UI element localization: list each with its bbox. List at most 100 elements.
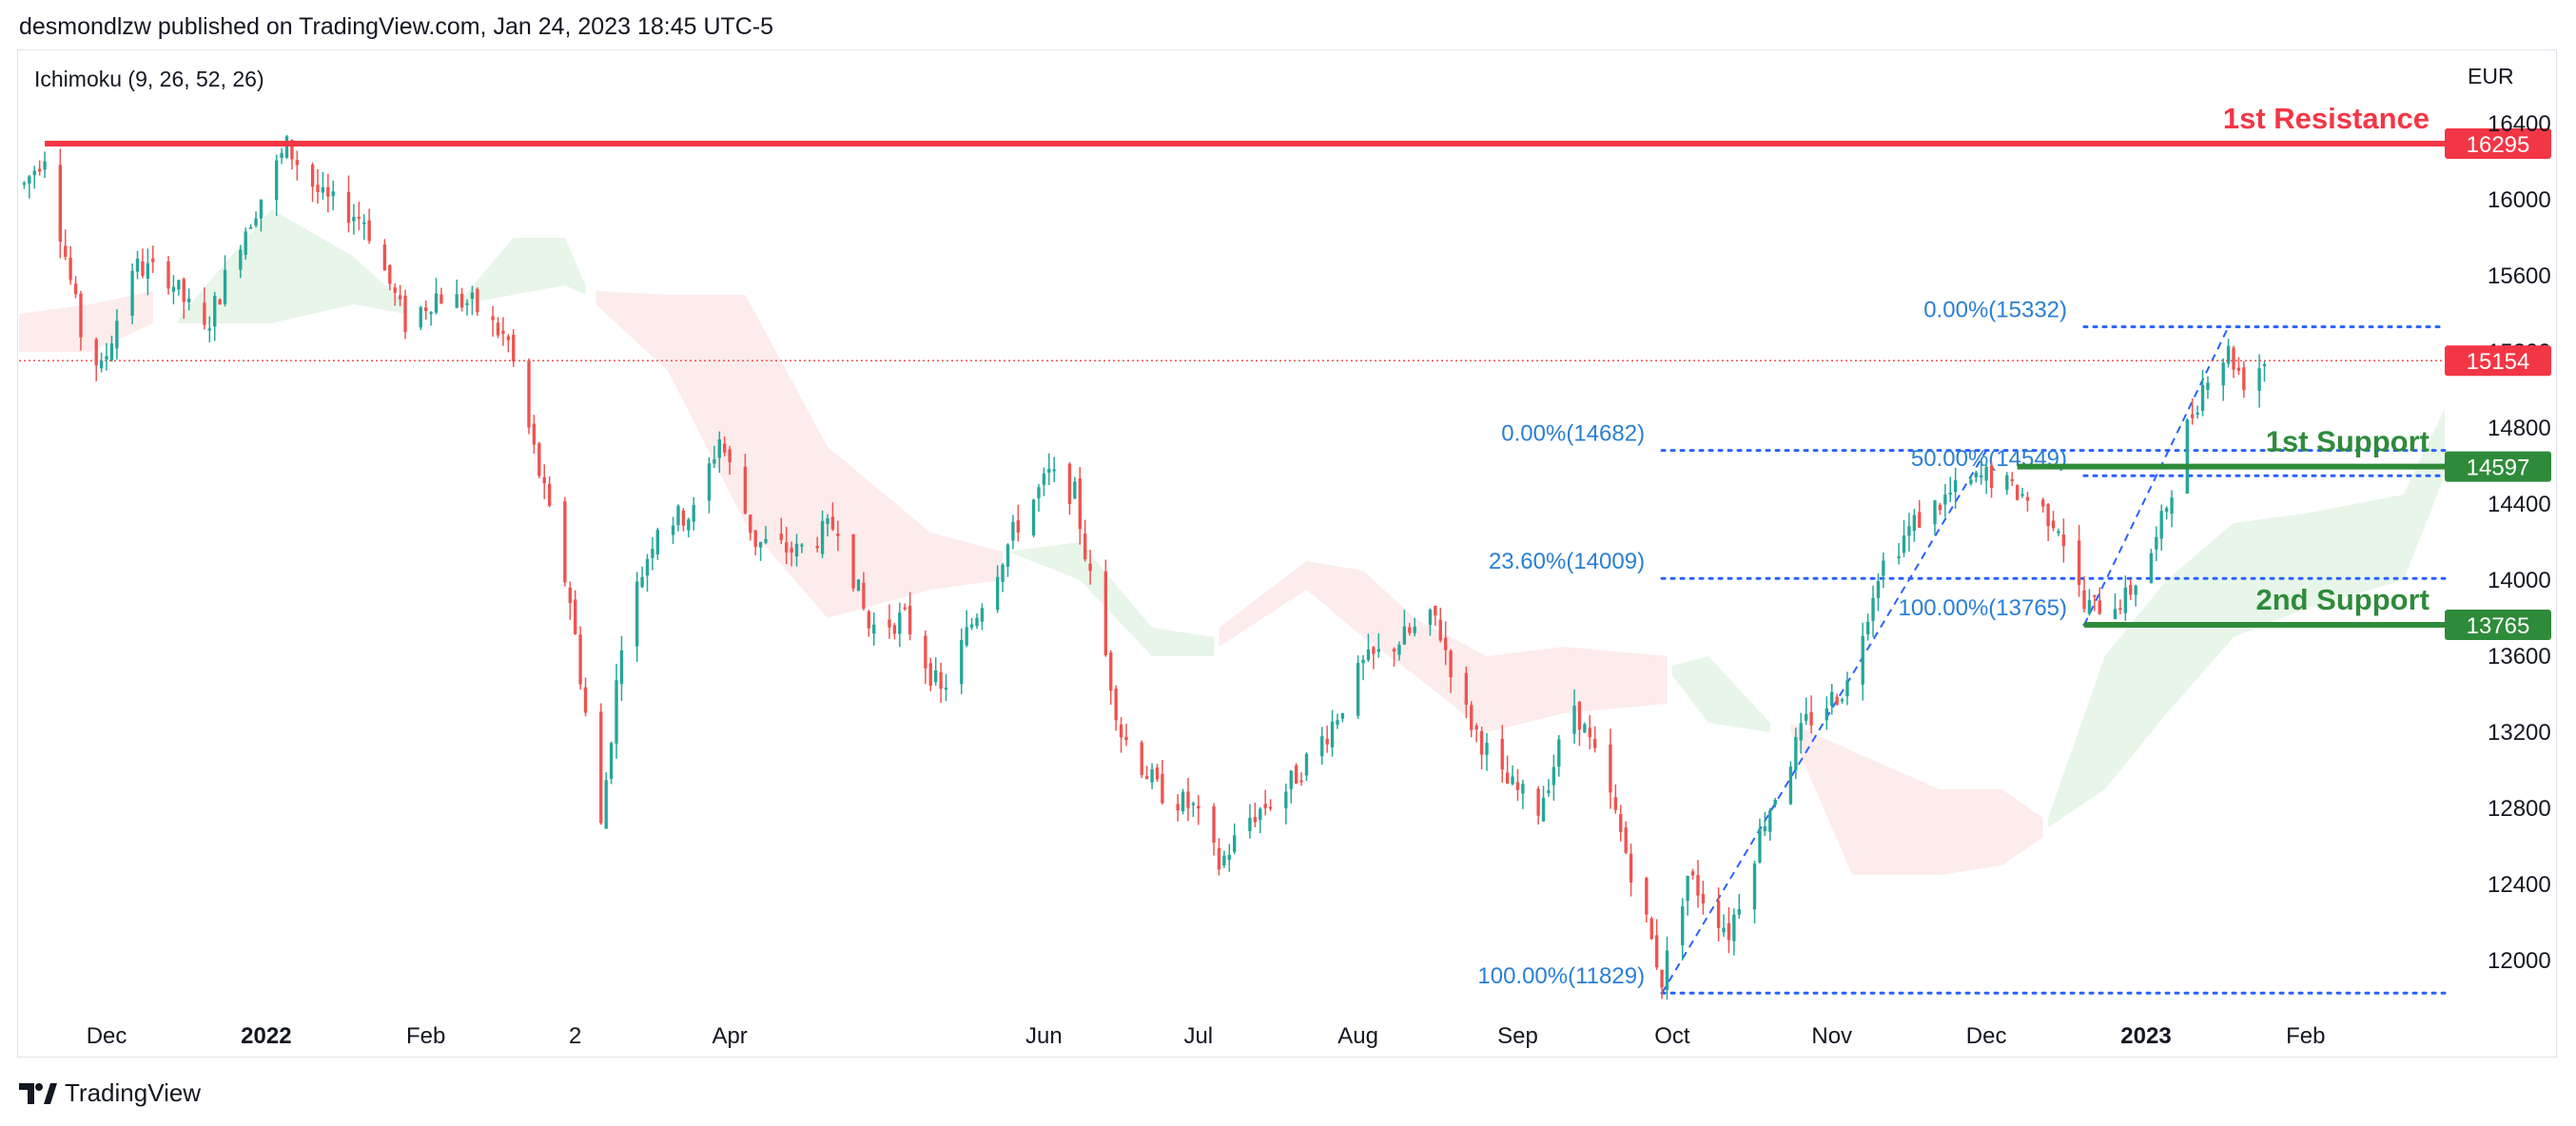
candle[interactable] <box>1752 860 1757 924</box>
candle[interactable] <box>681 508 686 532</box>
candle[interactable] <box>1078 467 1082 545</box>
candle[interactable] <box>2200 369 2205 417</box>
candle[interactable] <box>2123 575 2128 621</box>
candle[interactable] <box>2005 472 2009 495</box>
candle[interactable] <box>2226 339 2231 368</box>
candle[interactable] <box>2221 358 2225 401</box>
candle[interactable] <box>1088 550 1092 585</box>
candle[interactable] <box>1176 794 1180 822</box>
candle[interactable] <box>496 317 500 339</box>
candle[interactable] <box>975 613 979 630</box>
candle[interactable] <box>310 162 315 203</box>
candle[interactable] <box>1613 784 1618 814</box>
candle[interactable] <box>1114 685 1118 731</box>
candle[interactable] <box>635 572 639 663</box>
candle[interactable] <box>1804 697 1808 726</box>
candle[interactable] <box>888 604 891 639</box>
candle[interactable] <box>1794 728 1798 780</box>
candle[interactable] <box>723 437 727 456</box>
candle[interactable] <box>259 199 263 232</box>
candle[interactable] <box>836 520 840 552</box>
candle[interactable] <box>28 174 31 199</box>
candle[interactable] <box>1809 695 1813 734</box>
candle[interactable] <box>1259 806 1262 834</box>
candle[interactable] <box>321 171 325 201</box>
candle[interactable] <box>1464 666 1469 719</box>
candle[interactable] <box>1980 460 1983 485</box>
candle[interactable] <box>1696 860 1700 908</box>
candle[interactable] <box>1336 713 1339 729</box>
candle[interactable] <box>2113 592 2117 620</box>
candle[interactable] <box>995 565 1000 613</box>
candle[interactable] <box>275 154 279 217</box>
candle[interactable] <box>1372 646 1376 670</box>
candle[interactable] <box>1974 470 1979 483</box>
candle[interactable] <box>326 173 330 213</box>
candle[interactable] <box>1479 727 1484 770</box>
candle[interactable] <box>1557 734 1561 777</box>
candle[interactable] <box>94 338 98 381</box>
candle[interactable] <box>2155 526 2158 561</box>
candle[interactable] <box>331 180 335 211</box>
candle[interactable] <box>1593 726 1597 753</box>
candle[interactable] <box>903 603 907 612</box>
candle[interactable] <box>867 610 870 637</box>
candle[interactable] <box>1397 641 1401 661</box>
candle[interactable] <box>182 277 185 320</box>
candle[interactable] <box>1047 453 1051 485</box>
candle[interactable] <box>130 263 134 324</box>
candle[interactable] <box>969 617 974 631</box>
candle[interactable] <box>352 204 356 235</box>
candle[interactable] <box>357 202 361 231</box>
candle[interactable] <box>213 291 217 341</box>
candle[interactable] <box>1212 803 1216 856</box>
candle[interactable] <box>1619 805 1623 842</box>
candle[interactable] <box>2236 357 2241 376</box>
candle[interactable] <box>2118 599 2122 614</box>
candle[interactable] <box>1485 732 1489 771</box>
candle[interactable] <box>254 211 258 228</box>
candle[interactable] <box>1897 543 1901 565</box>
candle[interactable] <box>862 572 866 611</box>
candle[interactable] <box>1588 714 1591 749</box>
candle[interactable] <box>1284 784 1288 825</box>
candle[interactable] <box>1356 655 1360 719</box>
candle[interactable] <box>785 526 789 565</box>
candle[interactable] <box>248 223 253 229</box>
candle[interactable] <box>568 581 572 620</box>
candle[interactable] <box>1144 766 1149 780</box>
candle[interactable] <box>1330 709 1335 757</box>
candle[interactable] <box>203 287 206 330</box>
candle[interactable] <box>944 673 948 702</box>
candle[interactable] <box>1969 475 1973 486</box>
candle[interactable] <box>1103 559 1108 657</box>
candle[interactable] <box>244 227 247 261</box>
candle[interactable] <box>2015 484 2020 501</box>
candle[interactable] <box>820 510 825 558</box>
candle[interactable] <box>542 464 546 499</box>
candle[interactable] <box>1727 907 1731 954</box>
candle[interactable] <box>2093 594 2097 612</box>
candle[interactable] <box>382 239 387 271</box>
candle[interactable] <box>615 663 618 759</box>
candle[interactable] <box>465 299 469 316</box>
candle[interactable] <box>1227 844 1231 872</box>
candle[interactable] <box>2087 589 2092 616</box>
candle[interactable] <box>1845 671 1849 706</box>
candle[interactable] <box>1649 916 1653 941</box>
candle[interactable] <box>1001 563 1005 592</box>
candle[interactable] <box>1150 763 1154 789</box>
candle[interactable] <box>2077 524 2081 597</box>
candle[interactable] <box>2046 503 2050 541</box>
candle[interactable] <box>764 526 768 545</box>
candle[interactable] <box>2191 398 2195 425</box>
candle[interactable] <box>2262 361 2267 382</box>
candle[interactable] <box>2195 405 2199 419</box>
candle[interactable] <box>1629 844 1633 897</box>
candle[interactable] <box>532 415 537 454</box>
candle[interactable] <box>1222 850 1226 868</box>
candle[interactable] <box>1989 460 1994 498</box>
candle[interactable] <box>1191 801 1196 818</box>
candle[interactable] <box>1788 761 1793 806</box>
